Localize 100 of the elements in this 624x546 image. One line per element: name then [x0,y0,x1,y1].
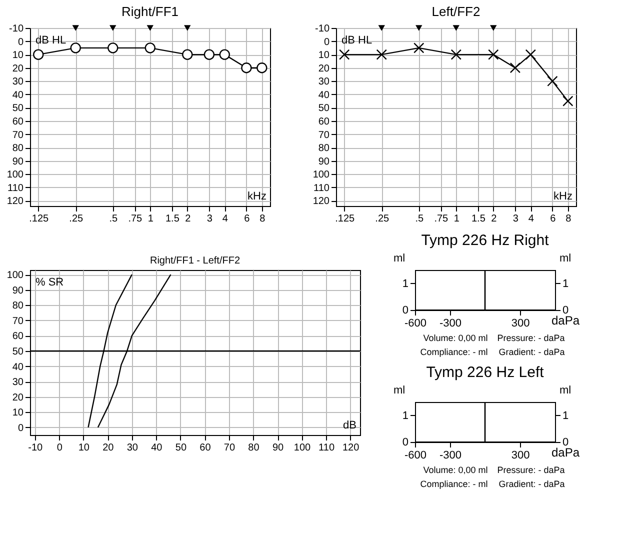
x-tick-label: 4 [222,214,228,224]
y-tick-label: 1 [402,410,408,422]
y-tick-label: 30 [12,377,24,388]
y-tick-label: 120 [6,196,24,208]
y-tick-label: 50 [12,346,24,358]
x-tick-label: -600 [404,318,427,330]
x-tick-label: -300 [439,318,462,330]
x-tick-label: 1 [148,214,154,224]
y-tick-label: 90 [318,156,330,168]
x-tick-label: 2 [185,214,192,224]
x-tick-label: 6 [244,214,250,224]
y-tick-label: 100 [312,170,330,181]
text: Pressure: - daPa [497,465,565,475]
y-tick-label: 50 [12,103,24,114]
y-tick-label: 30 [12,76,24,88]
y-tick-label: 70 [318,130,330,141]
chart-title: Right/FF1 - Left/FF2 [150,256,240,267]
y-tick-label: 0 [324,36,330,48]
y-tick-label: 10 [12,50,24,62]
y-tick-label: 70 [12,130,24,141]
x-tick-label: 30 [126,442,138,454]
y-tick-label: 1 [402,278,408,290]
y-tick-label: 10 [12,408,24,419]
y-tick-label: 90 [12,285,24,296]
text: Gradient: - daPa [498,347,565,357]
x-tick-label: 1.5 [471,214,486,224]
x-tick-label: 100 [294,442,312,454]
y2-axis-title: ml [560,384,572,396]
x-tick-label: 4 [528,214,534,224]
x-tick-label: 1.5 [165,214,180,224]
text: Compliance: - ml [420,479,488,489]
x-tick-label: 10 [78,442,90,454]
y-tick-label: 30 [318,76,330,88]
x-tick-label: 20 [102,442,114,454]
y-tick-label: 120 [312,196,330,208]
text: Gradient: - daPa [498,479,565,489]
x-tick-label: 8 [260,214,266,224]
y-tick-label: 20 [12,392,24,404]
x-tick-label: .75 [434,214,449,224]
chart-title: Tymp 226 Hz Left [426,364,545,381]
y-tick-label: 80 [12,300,24,312]
chart-title: Left/FF2 [432,4,480,19]
y2-axis-title: ml [560,252,572,264]
x-tick-label: -600 [404,450,427,462]
x-axis-title: daPa [551,446,580,460]
y-tick-label: 40 [318,90,330,101]
y-tick-label: 60 [12,116,24,128]
x-tick-label: -300 [439,450,462,462]
x-tick-label: -10 [28,442,44,454]
y-axis-title: % SR [36,276,64,288]
chart-title: Tymp 226 Hz Right [421,232,550,249]
y-axis-title: ml [394,384,406,396]
x-tick-label: 70 [224,442,236,454]
x-tick-label: 300 [511,318,530,330]
y-tick-label: 60 [12,331,24,342]
y-tick-label: 80 [318,143,330,154]
y-tick-label: 40 [12,90,24,101]
x-tick-label: .125 [29,214,50,224]
y-axis-title: dB HL [342,34,372,46]
x-tick-label: 300 [511,450,530,462]
text: Pressure: - daPa [497,333,565,343]
y-tick-label: 0 [18,36,24,48]
x-tick-label: 120 [342,442,360,454]
x-tick-label: 1 [454,214,460,224]
x-tick-label: .25 [69,214,84,224]
y-tick-label: 0 [18,422,24,434]
x-axis-title: daPa [551,314,580,328]
y-tick-label: -10 [9,24,24,34]
x-tick-label: .25 [375,214,390,224]
y-tick-label: 40 [12,362,24,373]
x-tick-label: 90 [272,442,284,454]
x-tick-label: .5 [415,214,424,224]
y-tick-label: -10 [315,24,330,34]
x-tick-label: 0 [56,442,63,454]
y-tick-label: 110 [314,182,330,194]
y-tick-label: 100 [6,170,24,181]
y2-tick-label: 1 [562,410,569,422]
x-tick-label: .75 [128,214,143,224]
x-tick-label: 50 [175,442,187,454]
x-axis-title: dB [343,420,356,432]
y2-tick-label: 1 [562,278,569,290]
y-axis-title: dB HL [36,34,66,46]
chart-title: Right/FF1 [121,4,179,19]
y-axis-title: ml [394,252,406,264]
y-tick-label: 50 [318,103,330,114]
x-tick-label: 60 [200,442,212,454]
y-tick-label: 0 [402,304,408,316]
x-axis-title: kHz [554,190,572,202]
y-tick-label: 80 [12,143,24,154]
x-tick-label: 2 [491,214,498,224]
y-tick-label: 20 [318,63,330,74]
x-tick-label: 80 [248,442,260,454]
text: Volume: 0,00 ml [423,465,488,475]
x-tick-label: 8 [566,214,572,224]
y-tick-label: 60 [318,116,330,128]
x-tick-label: 6 [550,214,556,224]
x-tick-label: 3 [512,214,519,224]
y-tick-label: 90 [12,156,24,168]
y-tick-label: 100 [6,270,24,282]
text: Volume: 0,00 ml [423,333,488,343]
